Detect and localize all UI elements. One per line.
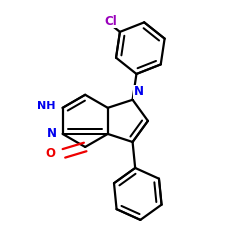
Text: NH: NH: [37, 101, 56, 111]
Text: N: N: [46, 128, 56, 140]
Text: O: O: [46, 147, 56, 160]
Text: Cl: Cl: [104, 15, 117, 28]
Text: N: N: [134, 86, 144, 98]
